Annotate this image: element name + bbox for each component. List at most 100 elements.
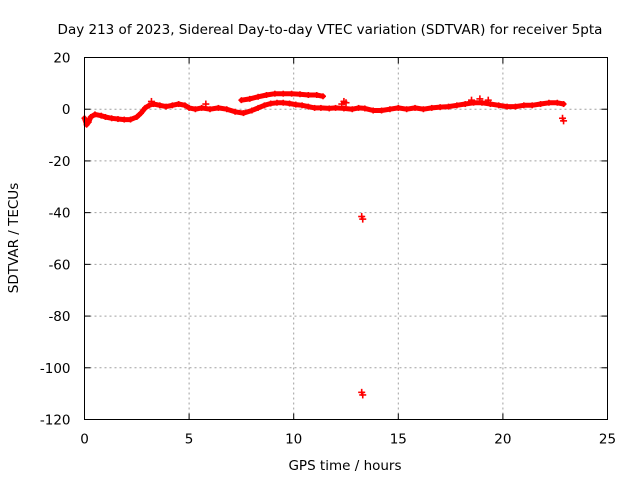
x-axis-label: GPS time / hours (288, 458, 401, 474)
data-point-spikes-3 (468, 96, 476, 104)
data-point-upper_band-8 (305, 91, 312, 98)
grid-layer (84, 57, 608, 420)
data-point-main_band-48 (378, 107, 385, 114)
data-point-main_band-50 (395, 104, 402, 111)
data-point-spikes-7 (147, 97, 155, 105)
data-point-main_band-57 (453, 102, 460, 109)
data-point-main_band-46 (361, 105, 368, 112)
data-point-main_band-7 (108, 115, 115, 122)
data-point-main_band-69 (554, 99, 561, 106)
data-point-main_band-61 (487, 101, 494, 108)
data-point-main_band-63 (504, 103, 511, 110)
data-point-main_band-6 (102, 113, 109, 120)
x-tick-label-5: 25 (599, 432, 616, 448)
y-tick-label-6: -100 (40, 361, 71, 377)
data-point-main_band-38 (305, 103, 312, 110)
data-point-main_band-19 (175, 101, 182, 108)
data-point-main_band-47 (370, 107, 377, 114)
data-point-main_band-11 (133, 113, 140, 120)
x-tick-label-4: 20 (494, 432, 511, 448)
data-point-main_band-24 (207, 106, 214, 113)
data-point-upper_band-1 (246, 95, 253, 102)
data-point-upper_band-7 (296, 91, 303, 98)
data-point-main_band-34 (280, 99, 287, 106)
chart-title: Day 213 of 2023, Sidereal Day-to-day VTE… (58, 22, 603, 38)
data-point-main_band-41 (326, 105, 333, 112)
data-point-main_band-65 (520, 102, 527, 109)
x-tick-label-3: 15 (390, 432, 407, 448)
y-tick-label-0: 20 (53, 51, 70, 67)
data-point-main_band-60 (478, 99, 485, 106)
data-point-main_band-18 (169, 102, 176, 109)
series-main_band (81, 99, 567, 128)
data-point-upper_band-3 (263, 91, 270, 98)
data-point-upper_band-9 (313, 91, 320, 98)
data-point-upper_band-10 (319, 93, 326, 100)
data-point-main_band-68 (545, 99, 552, 106)
data-point-main_band-3 (87, 113, 94, 120)
data-point-spikes-4 (476, 95, 484, 103)
data-point-main_band-13 (142, 104, 149, 111)
x-tick-label-0: 0 (80, 432, 89, 448)
data-point-spikes-5 (484, 96, 492, 104)
plot-frame (84, 57, 608, 420)
data-point-main_band-53 (420, 106, 427, 113)
series-main_band-band (82, 100, 567, 128)
data-point-upper_band-4 (271, 90, 278, 97)
data-point-main_band-52 (412, 104, 419, 111)
data-point-main_band-27 (232, 108, 239, 115)
data-point-main_band-17 (163, 103, 170, 110)
data-point-main_band-12 (137, 110, 144, 117)
y-tick-label-1: 0 (62, 102, 71, 118)
data-point-outliers-3 (359, 391, 367, 399)
data-point-upper_band-2 (255, 93, 262, 100)
y-tick-label-4: -60 (48, 257, 70, 273)
data-point-main_band-35 (286, 100, 293, 107)
data-point-main_band-33 (273, 99, 280, 106)
data-point-main_band-36 (292, 101, 299, 108)
data-point-main_band-40 (317, 104, 324, 111)
data-point-main_band-58 (462, 101, 469, 108)
data-point-outliers-5 (560, 117, 568, 125)
tick-layer (84, 57, 608, 420)
x-tick-label-2: 10 (285, 432, 302, 448)
data-point-main_band-5 (98, 112, 105, 119)
data-point-main_band-14 (146, 102, 153, 109)
y-tick-label-5: -80 (48, 309, 70, 325)
data-point-main_band-32 (267, 100, 274, 107)
data-point-upper_band-0 (238, 97, 245, 104)
x-tick-label-1: 5 (185, 432, 194, 448)
series-spikes (147, 95, 492, 108)
data-point-main_band-10 (127, 116, 134, 123)
data-point-main_band-51 (403, 106, 410, 113)
data-point-main_band-37 (299, 102, 306, 109)
data-point-main_band-4 (91, 111, 98, 118)
data-point-upper_band-5 (280, 90, 287, 97)
data-point-main_band-25 (215, 104, 222, 111)
data-point-spikes-2 (342, 99, 350, 107)
data-point-spikes-6 (202, 100, 210, 108)
data-point-main_band-9 (121, 116, 128, 123)
data-point-main_band-45 (355, 104, 362, 111)
data-point-main_band-55 (437, 104, 444, 111)
data-point-main_band-16 (156, 102, 163, 109)
series-outliers (358, 114, 568, 399)
label-layer: 0 5 10 15 20 25 20 0 -20 -40 -60 -80 -100 -120 (40, 51, 616, 448)
y-axis-label: SDTVAR / TECUs (6, 183, 22, 293)
data-point-main_band-62 (495, 102, 502, 109)
data-point-upper_band-6 (288, 90, 295, 97)
data-point-main_band-22 (192, 106, 199, 113)
data-point-main_band-66 (529, 102, 536, 109)
data-point-main_band-8 (114, 116, 121, 123)
y-tick-label-7: -120 (40, 413, 71, 429)
data-point-main_band-20 (181, 102, 188, 109)
data-point-main_band-39 (311, 104, 318, 111)
data-point-main_band-28 (240, 110, 247, 117)
y-tick-label-2: -20 (48, 154, 70, 170)
data-point-main_band-26 (223, 106, 230, 113)
data-point-main_band-56 (445, 103, 452, 110)
data-point-main_band-44 (349, 106, 356, 113)
data-point-main_band-2 (85, 119, 92, 126)
data-point-main_band-23 (198, 104, 205, 111)
